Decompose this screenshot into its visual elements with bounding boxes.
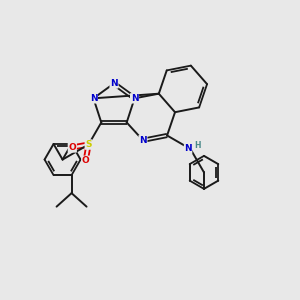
Text: O: O (68, 143, 76, 152)
Text: N: N (90, 94, 97, 103)
Text: H: H (194, 142, 200, 151)
Text: N: N (110, 79, 118, 88)
Text: N: N (184, 145, 192, 154)
Text: S: S (85, 140, 92, 149)
Text: N: N (139, 136, 147, 145)
Text: O: O (82, 156, 90, 165)
Text: N: N (131, 94, 138, 103)
